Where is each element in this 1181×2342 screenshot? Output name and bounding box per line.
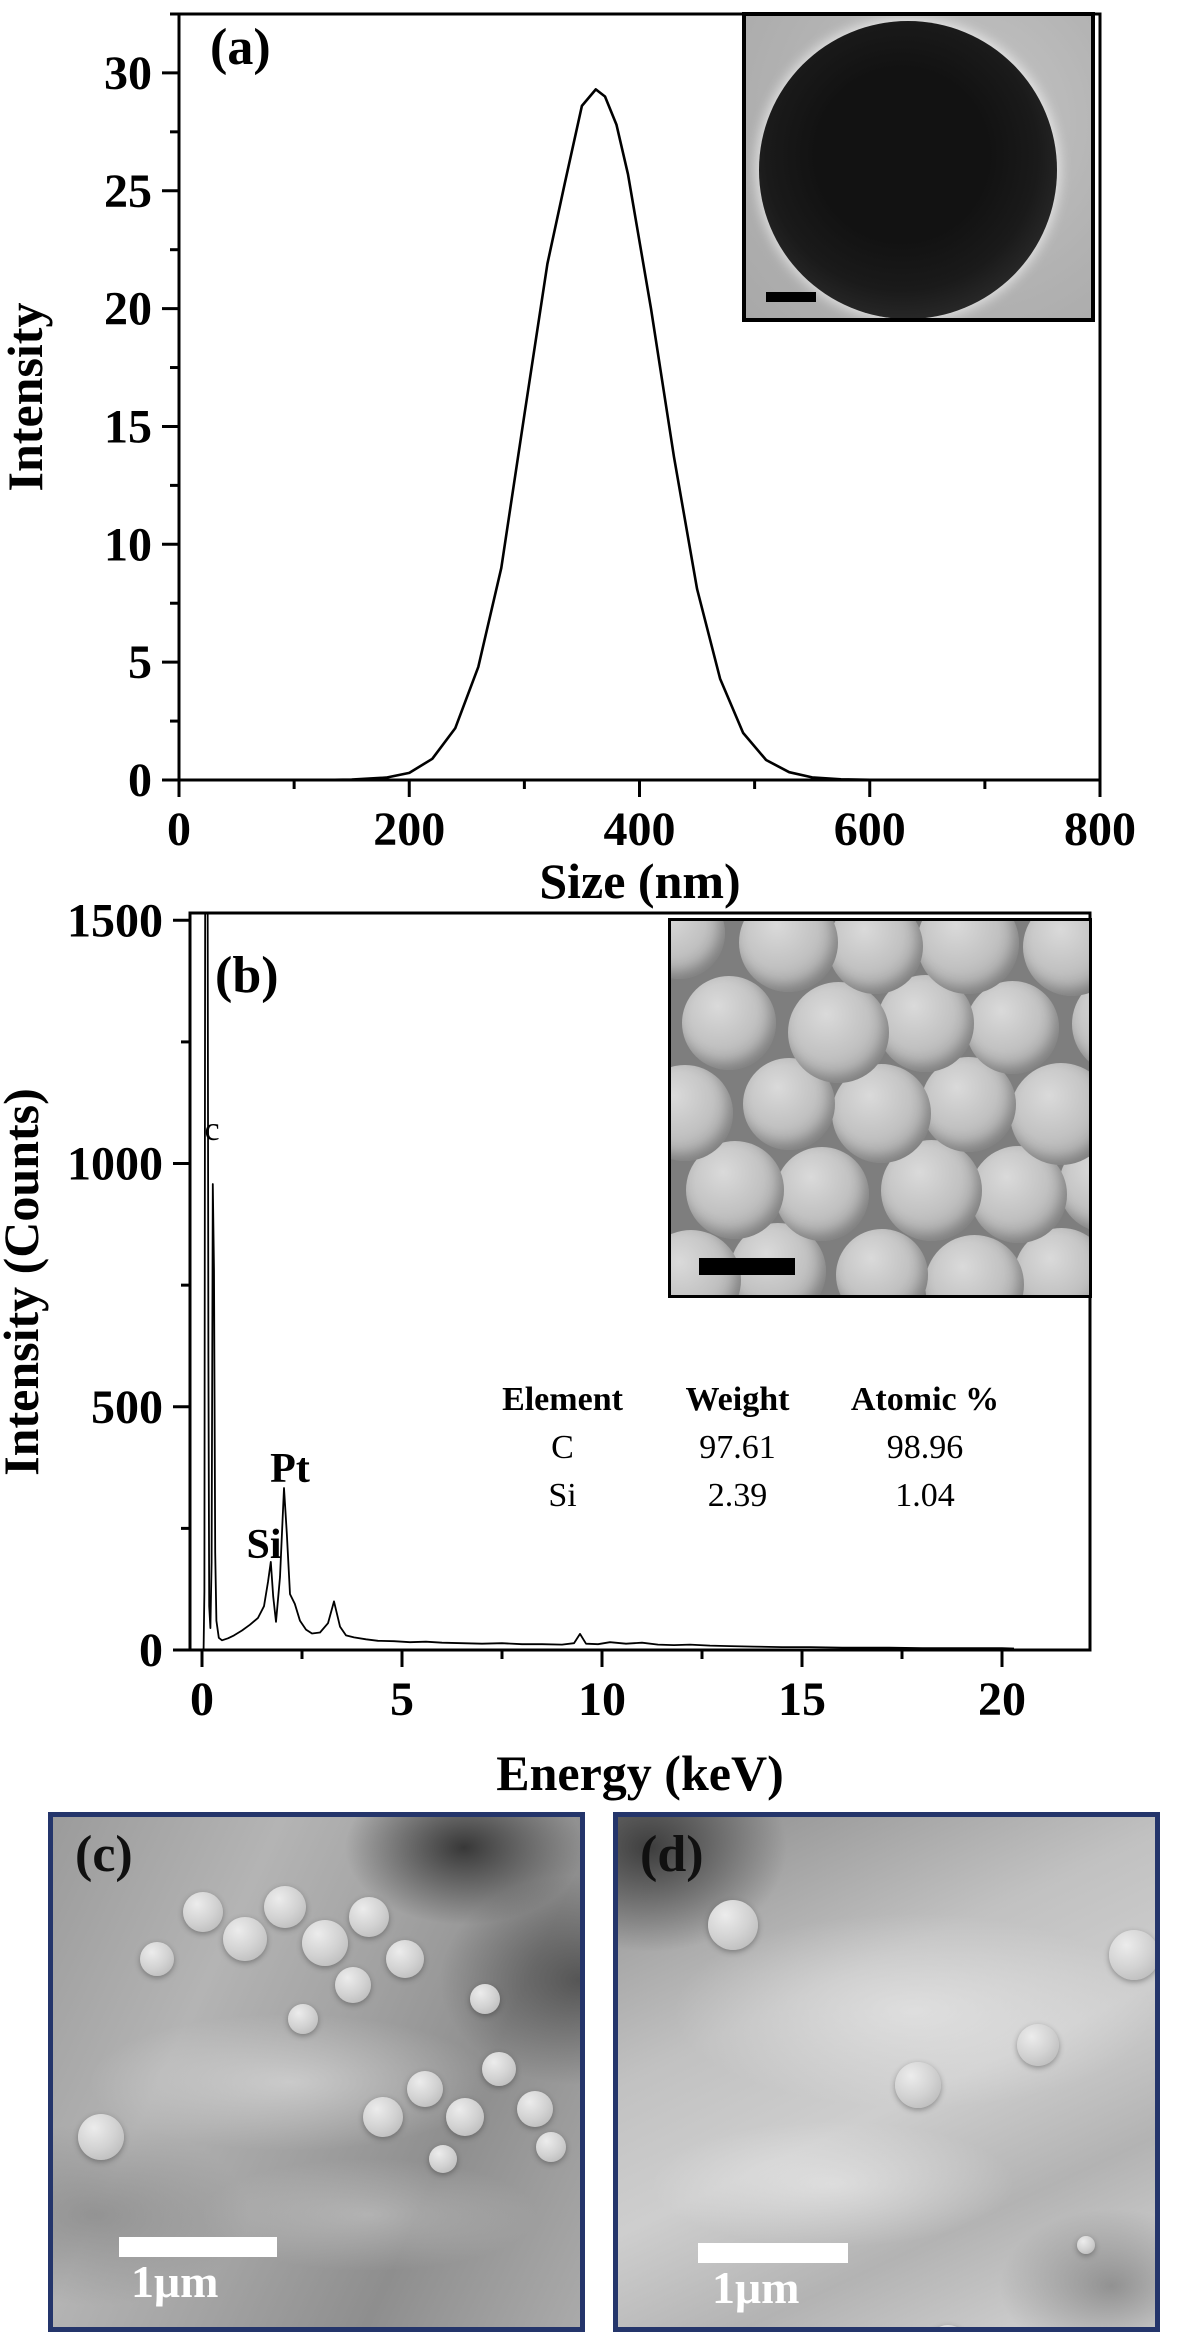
sem-microsphere [1023, 921, 1089, 996]
y-axis-title-counts: Intensity (Counts) [0, 1088, 49, 1476]
table-header-element: Element [502, 1381, 623, 1418]
y-axis-title-intensity: Intensity [0, 303, 53, 492]
attached-nanosphere [928, 2325, 968, 2327]
sem-microsphere [739, 921, 838, 992]
sem-microsphere [775, 1147, 869, 1241]
x-tick-label: 20 [978, 1673, 1026, 1726]
table-cell: 98.96 [886, 1429, 964, 1466]
x-tick-label: 200 [373, 803, 445, 856]
attached-nanosphere [288, 2004, 318, 2034]
table-header-atomic: Atomic % [850, 1381, 1000, 1418]
attached-nanosphere [470, 1984, 500, 2014]
y-tick-label: 25 [104, 165, 152, 218]
x-axis-title-size: Size (nm) [539, 853, 740, 909]
table-cell: 97.61 [699, 1429, 776, 1466]
attached-nanosphere [78, 2114, 124, 2160]
attached-nanosphere [386, 1940, 424, 1978]
y-tick-label: 20 [104, 283, 152, 336]
attached-nanosphere [349, 1897, 389, 1937]
tem-inset-image [742, 12, 1095, 322]
y-tick-label: 30 [104, 47, 152, 100]
x-tick-label: 5 [390, 1673, 414, 1726]
attached-nanosphere [895, 2062, 941, 2108]
peak-label-silicon: Si [246, 1522, 281, 1568]
dls-curve [179, 88, 1100, 780]
attached-nanosphere [140, 1942, 174, 1976]
table-cell: Si [548, 1477, 577, 1514]
peak-label-carbon: c [204, 1111, 219, 1148]
panel-d-label: (d) [640, 1826, 704, 1883]
panel-c-label: (c) [75, 1826, 133, 1883]
panel-a-label: (a) [210, 19, 271, 76]
sem-microsphere [788, 982, 889, 1083]
x-tick-label: 0 [190, 1673, 214, 1726]
sem-microsphere [682, 976, 776, 1070]
x-tick-label: 400 [604, 803, 676, 856]
x-tick-label: 15 [778, 1673, 826, 1726]
attached-nanosphere [536, 2132, 566, 2162]
y-tick-label: 1000 [67, 1138, 163, 1191]
attached-nanosphere [1077, 2236, 1095, 2254]
table-cell: 1.04 [895, 1477, 955, 1514]
sem-microsphere [921, 1057, 1016, 1152]
table-cell: 2.39 [707, 1477, 768, 1514]
attached-nanosphere [302, 1920, 348, 1966]
attached-nanosphere [264, 1886, 306, 1928]
y-tick-label: 0 [139, 1624, 163, 1677]
y-tick-label: 5 [128, 636, 152, 689]
peak-label-platinum: Pt [270, 1446, 310, 1492]
attached-nanosphere [183, 1892, 223, 1932]
attached-nanosphere [446, 2098, 484, 2136]
attached-nanosphere [482, 2052, 516, 2086]
sem-microsphere [828, 921, 923, 994]
sem-panel-d: (d) 1μm [613, 1812, 1160, 2332]
attached-nanosphere [1017, 2024, 1059, 2066]
attached-nanosphere [223, 1917, 267, 1961]
eds-trace [190, 913, 1015, 1650]
y-tick-label: 10 [104, 518, 152, 571]
tem-scale-bar [766, 292, 816, 302]
x-tick-label: 10 [578, 1673, 626, 1726]
sem-microsphere [836, 1229, 928, 1295]
attached-nanosphere [517, 2091, 553, 2127]
attached-nanosphere [1109, 1930, 1155, 1980]
eds-chart: 0 5 10 15 20 0 500 1000 1500 [67, 894, 1092, 1726]
sem-microsphere [966, 981, 1059, 1074]
eds-element-table: Element Weight Atomic % C 97.61 98.96 Si… [470, 1378, 1030, 1518]
scale-bar-d [698, 2243, 848, 2263]
x-tick-label: 600 [834, 803, 906, 856]
dls-chart: 0 200 400 600 800 0 5 10 15 20 25 30 [104, 12, 1136, 856]
table-header-weight: Weight [685, 1381, 790, 1418]
attached-nanosphere [429, 2145, 457, 2173]
sem-microsphere [1010, 1063, 1089, 1165]
y-tick-label: 0 [128, 754, 152, 807]
x-tick-label: 0 [167, 803, 191, 856]
panel-b-label: (b) [215, 947, 279, 1004]
x-axis-title-energy: Energy (keV) [496, 1745, 783, 1801]
sem-inset-image [668, 918, 1092, 1298]
y-tick-label: 15 [104, 400, 152, 453]
sem-microsphere [671, 921, 725, 979]
y-tick-label: 1500 [67, 894, 163, 947]
sem-scale-bar [699, 1258, 795, 1275]
sem-panel-c: (c) 1μm [48, 1812, 585, 2332]
x-tick-label: 800 [1064, 803, 1136, 856]
scale-label-d: 1μm [712, 2262, 800, 2313]
attached-nanosphere [363, 2097, 403, 2137]
attached-nanosphere [407, 2071, 443, 2107]
scale-label-c: 1μm [131, 2256, 219, 2307]
tem-nanosphere [759, 21, 1057, 318]
sem-microsphere [925, 1235, 1024, 1295]
y-tick-label: 500 [91, 1381, 163, 1434]
scale-bar-c [119, 2237, 277, 2257]
attached-nanosphere [708, 1900, 758, 1950]
table-cell: C [551, 1429, 574, 1466]
attached-nanosphere [335, 1967, 371, 2003]
